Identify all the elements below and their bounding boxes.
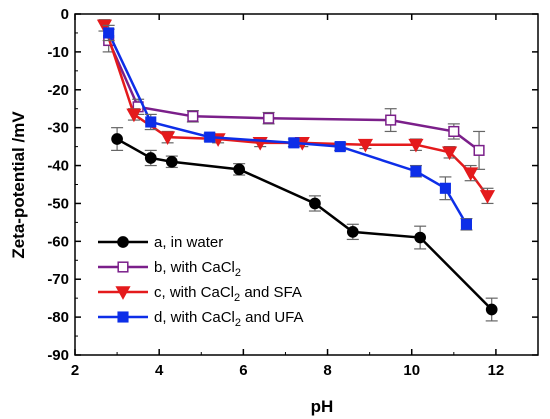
data-point [204, 131, 216, 143]
data-point [115, 286, 131, 300]
data-point [385, 114, 397, 126]
data-point [165, 155, 178, 168]
legend-item: c, with CaCl2 and SFA [98, 284, 302, 304]
data-point [288, 137, 300, 149]
x-axis-title: pH [311, 397, 334, 416]
legend-item: a, in water [98, 234, 223, 251]
y-tick-label: -40 [47, 158, 69, 175]
data-point [187, 110, 199, 122]
y-tick-label: -20 [47, 82, 69, 99]
data-point [408, 138, 424, 153]
data-point [160, 131, 176, 145]
x-tick-label: 12 [488, 362, 505, 379]
data-point [357, 138, 374, 153]
data-point [463, 167, 479, 181]
data-point [346, 226, 359, 238]
data-point [334, 141, 346, 153]
y-tick-label: -10 [47, 44, 69, 61]
series-layer [96, 19, 498, 322]
data-point [96, 19, 113, 34]
data-point [439, 182, 451, 194]
data-point [145, 116, 157, 128]
data-point [473, 144, 485, 156]
legend-label: c, with CaCl2 and SFA [154, 284, 302, 304]
data-point [448, 125, 460, 138]
y-tick-label: -30 [47, 120, 69, 137]
legend: a, in water b, with CaCl2 c, with CaCl2 an… [98, 234, 304, 329]
data-point [111, 133, 123, 145]
data-point [126, 108, 142, 123]
y-tick-label: -50 [47, 195, 69, 212]
data-point [460, 218, 472, 230]
data-point [479, 190, 496, 204]
legend-label: a, in water [154, 234, 223, 251]
plot-frame-layer [74, 13, 539, 356]
data-point [442, 146, 458, 161]
x-tick-label: 8 [323, 362, 331, 379]
x-tick-label: 6 [239, 362, 247, 379]
series-d [102, 24, 473, 231]
data-point [117, 311, 129, 323]
y-axis-title: Zeta-potential /mV [9, 111, 28, 259]
data-point [233, 163, 246, 176]
data-point [410, 165, 422, 177]
series-a [111, 127, 498, 322]
legend-label: d, with CaCl2 and UFA [154, 309, 304, 329]
tick-layer: 2 4 6 8 10 12 0 -10 -20 -30 -40 -50 -60 -70 -80 -90 [47, 6, 538, 379]
y-tick-label: -80 [47, 309, 69, 326]
data-point [144, 152, 157, 164]
data-point [117, 236, 129, 248]
y-tick-label: -70 [47, 271, 69, 288]
x-tick-label: 2 [71, 362, 79, 379]
data-point [117, 261, 129, 273]
series-c [96, 19, 496, 205]
y-tick-label: -90 [47, 347, 69, 364]
y-tick-label: -60 [47, 233, 69, 250]
series-line [107, 32, 468, 225]
plot-frame [74, 13, 539, 356]
legend-label: b, with CaCl2 [154, 259, 241, 279]
legend-item: b, with CaCl2 [98, 259, 241, 279]
data-point [485, 303, 498, 316]
legend-item: d, with CaCl2 and UFA [98, 309, 304, 329]
data-point [263, 112, 275, 124]
data-point [103, 27, 115, 39]
x-tick-label: 10 [403, 362, 420, 379]
data-point [309, 197, 321, 210]
x-tick-label: 4 [155, 362, 164, 379]
data-point [414, 231, 426, 244]
y-tick-label: 0 [61, 6, 69, 23]
